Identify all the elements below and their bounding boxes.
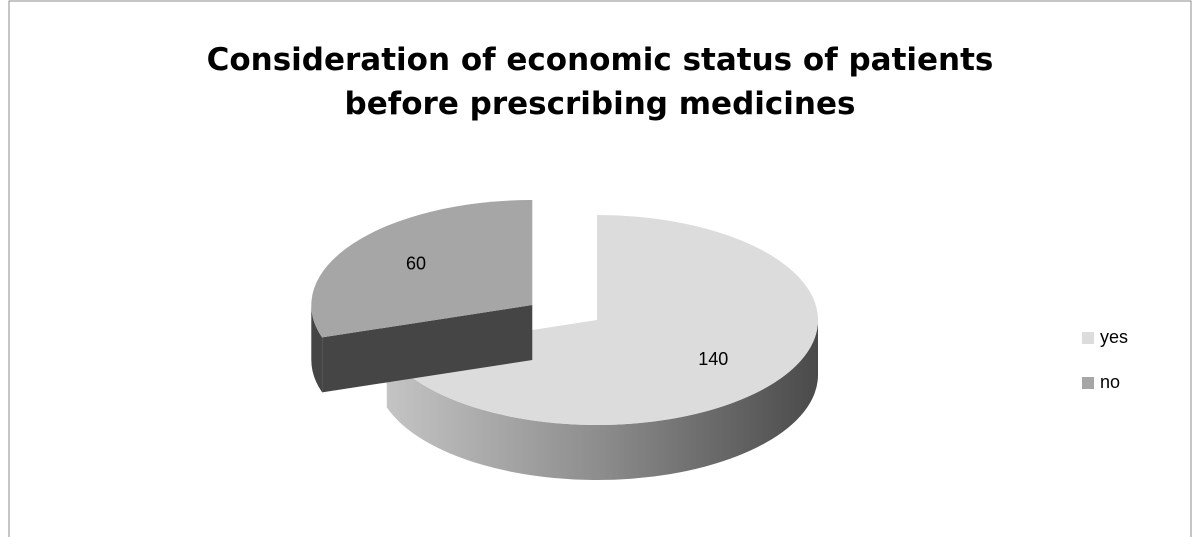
pie-slice <box>311 200 533 393</box>
chart-title: Consideration of economic status of pati… <box>206 42 994 122</box>
slice-side <box>386 320 818 480</box>
slice-side <box>311 305 323 393</box>
slice-top <box>386 215 819 426</box>
legend-swatch <box>1082 332 1094 344</box>
chart-border <box>8 0 1192 537</box>
pie-slice <box>386 215 819 480</box>
slice-top <box>311 200 533 338</box>
slice-cut-face <box>322 305 533 393</box>
legend-label: no <box>1100 372 1120 392</box>
data-label: 140 <box>698 349 728 369</box>
data-label: 60 <box>406 254 426 274</box>
legend-swatch <box>1082 377 1094 389</box>
legend-label: yes <box>1100 327 1128 347</box>
